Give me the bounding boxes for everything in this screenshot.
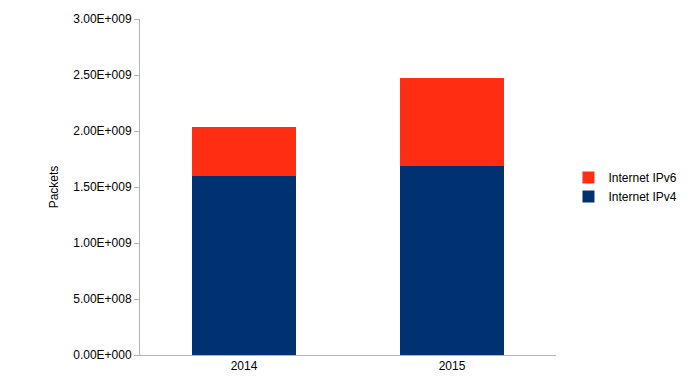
- svg-text:2015: 2015: [439, 359, 466, 373]
- svg-text:3.00E+009: 3.00E+009: [73, 12, 132, 26]
- svg-text:Internet IPv4: Internet IPv4: [608, 190, 676, 204]
- svg-text:0.00E+000: 0.00E+000: [73, 348, 132, 362]
- svg-text:1.00E+009: 1.00E+009: [73, 236, 132, 250]
- svg-text:Internet IPv6: Internet IPv6: [608, 171, 676, 185]
- svg-text:2.00E+009: 2.00E+009: [73, 124, 132, 138]
- svg-text:5.00E+008: 5.00E+008: [73, 292, 132, 306]
- svg-text:1.50E+009: 1.50E+009: [73, 180, 132, 194]
- svg-text:2.50E+009: 2.50E+009: [73, 68, 132, 82]
- svg-text:2014: 2014: [231, 359, 258, 373]
- svg-text:Packets: Packets: [47, 166, 61, 209]
